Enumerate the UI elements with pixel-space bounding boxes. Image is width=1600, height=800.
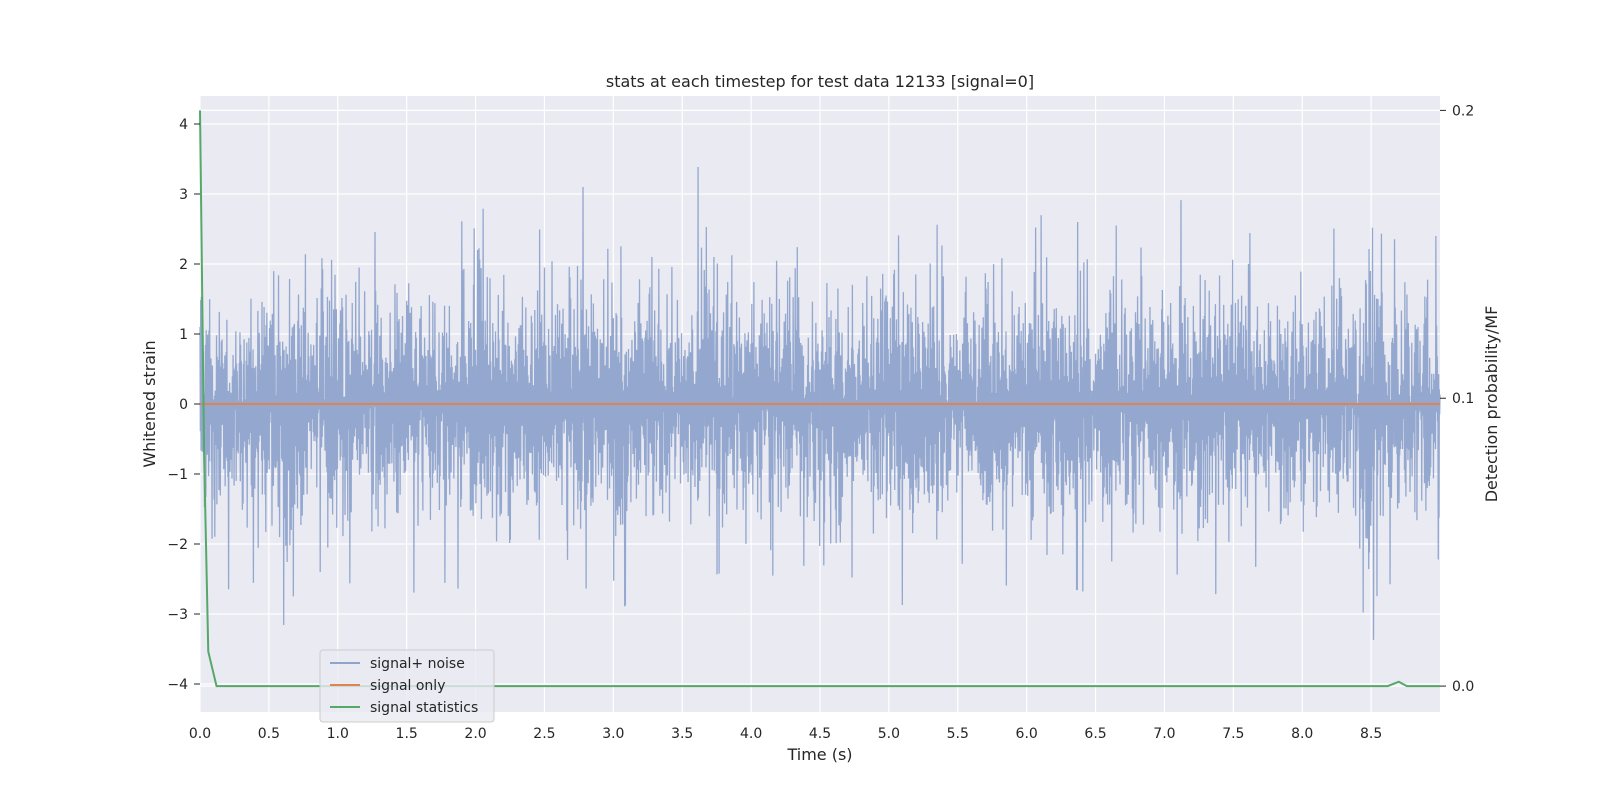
legend-label-signal-statistics: signal statistics <box>370 700 478 716</box>
legend: signal+ noise signal only signal statist… <box>319 649 495 723</box>
y-tick-label: −4 <box>167 677 188 693</box>
x-tick-label: 3.5 <box>671 726 693 742</box>
x-tick-label: 2.0 <box>464 726 486 742</box>
y-tick-label: −3 <box>167 607 188 623</box>
x-tick-label: 7.0 <box>1153 726 1175 742</box>
y-tick-label: 4 <box>179 117 188 133</box>
x-tick-label: 3.0 <box>602 726 624 742</box>
x-tick-label: 4.0 <box>740 726 762 742</box>
legend-box <box>319 649 495 723</box>
chart-title: stats at each timestep for test data 121… <box>606 72 1034 91</box>
series-signal-noise <box>199 166 1441 640</box>
x-tick-label: 0.5 <box>258 726 280 742</box>
x-tick-label: 6.0 <box>1016 726 1038 742</box>
x-tick-label: 7.5 <box>1222 726 1244 742</box>
y-tick-label: 1 <box>179 327 188 343</box>
series-layer <box>199 110 1441 688</box>
y-tick-label: 2 <box>179 257 188 273</box>
y-tick-label: −2 <box>167 537 188 553</box>
y-tick-label: 3 <box>179 187 188 203</box>
legend-label-signal-only: signal only <box>370 678 445 694</box>
series-signal-statistics <box>199 110 1440 688</box>
y-right-axis-ticks: 0.0 0.1 0.2 <box>1440 103 1474 695</box>
y-axis-label: Whitened strain <box>140 340 159 467</box>
x-tick-label: 8.0 <box>1291 726 1313 742</box>
y-tick-label: 0 <box>179 397 188 413</box>
x-tick-label: 6.5 <box>1084 726 1106 742</box>
y-right-tick-label: 0.0 <box>1452 679 1474 695</box>
x-tick-label: 2.5 <box>533 726 555 742</box>
y-tick-label: −1 <box>167 467 188 483</box>
y-right-tick-label: 0.1 <box>1452 391 1474 407</box>
y-right-tick-label: 0.2 <box>1452 103 1474 119</box>
x-tick-label: 1.0 <box>327 726 349 742</box>
x-tick-label: 1.5 <box>396 726 418 742</box>
x-tick-label: 5.0 <box>878 726 900 742</box>
x-tick-label: 4.5 <box>809 726 831 742</box>
x-axis-label: Time (s) <box>786 745 852 764</box>
x-axis-ticks: 0.0 0.5 1.0 1.5 2.0 2.5 3.0 3.5 4.0 4.5 5.0 5.5 6.0 6… <box>189 726 1382 742</box>
x-tick-label: 5.5 <box>947 726 969 742</box>
legend-label-signal-noise: signal+ noise <box>370 656 465 672</box>
y-right-axis-label: Detection probability/MF <box>1482 306 1501 503</box>
x-tick-label: 8.5 <box>1360 726 1382 742</box>
y-axis-ticks: −4 −3 −2 −1 0 1 2 3 4 <box>167 117 200 693</box>
x-tick-label: 0.0 <box>189 726 211 742</box>
